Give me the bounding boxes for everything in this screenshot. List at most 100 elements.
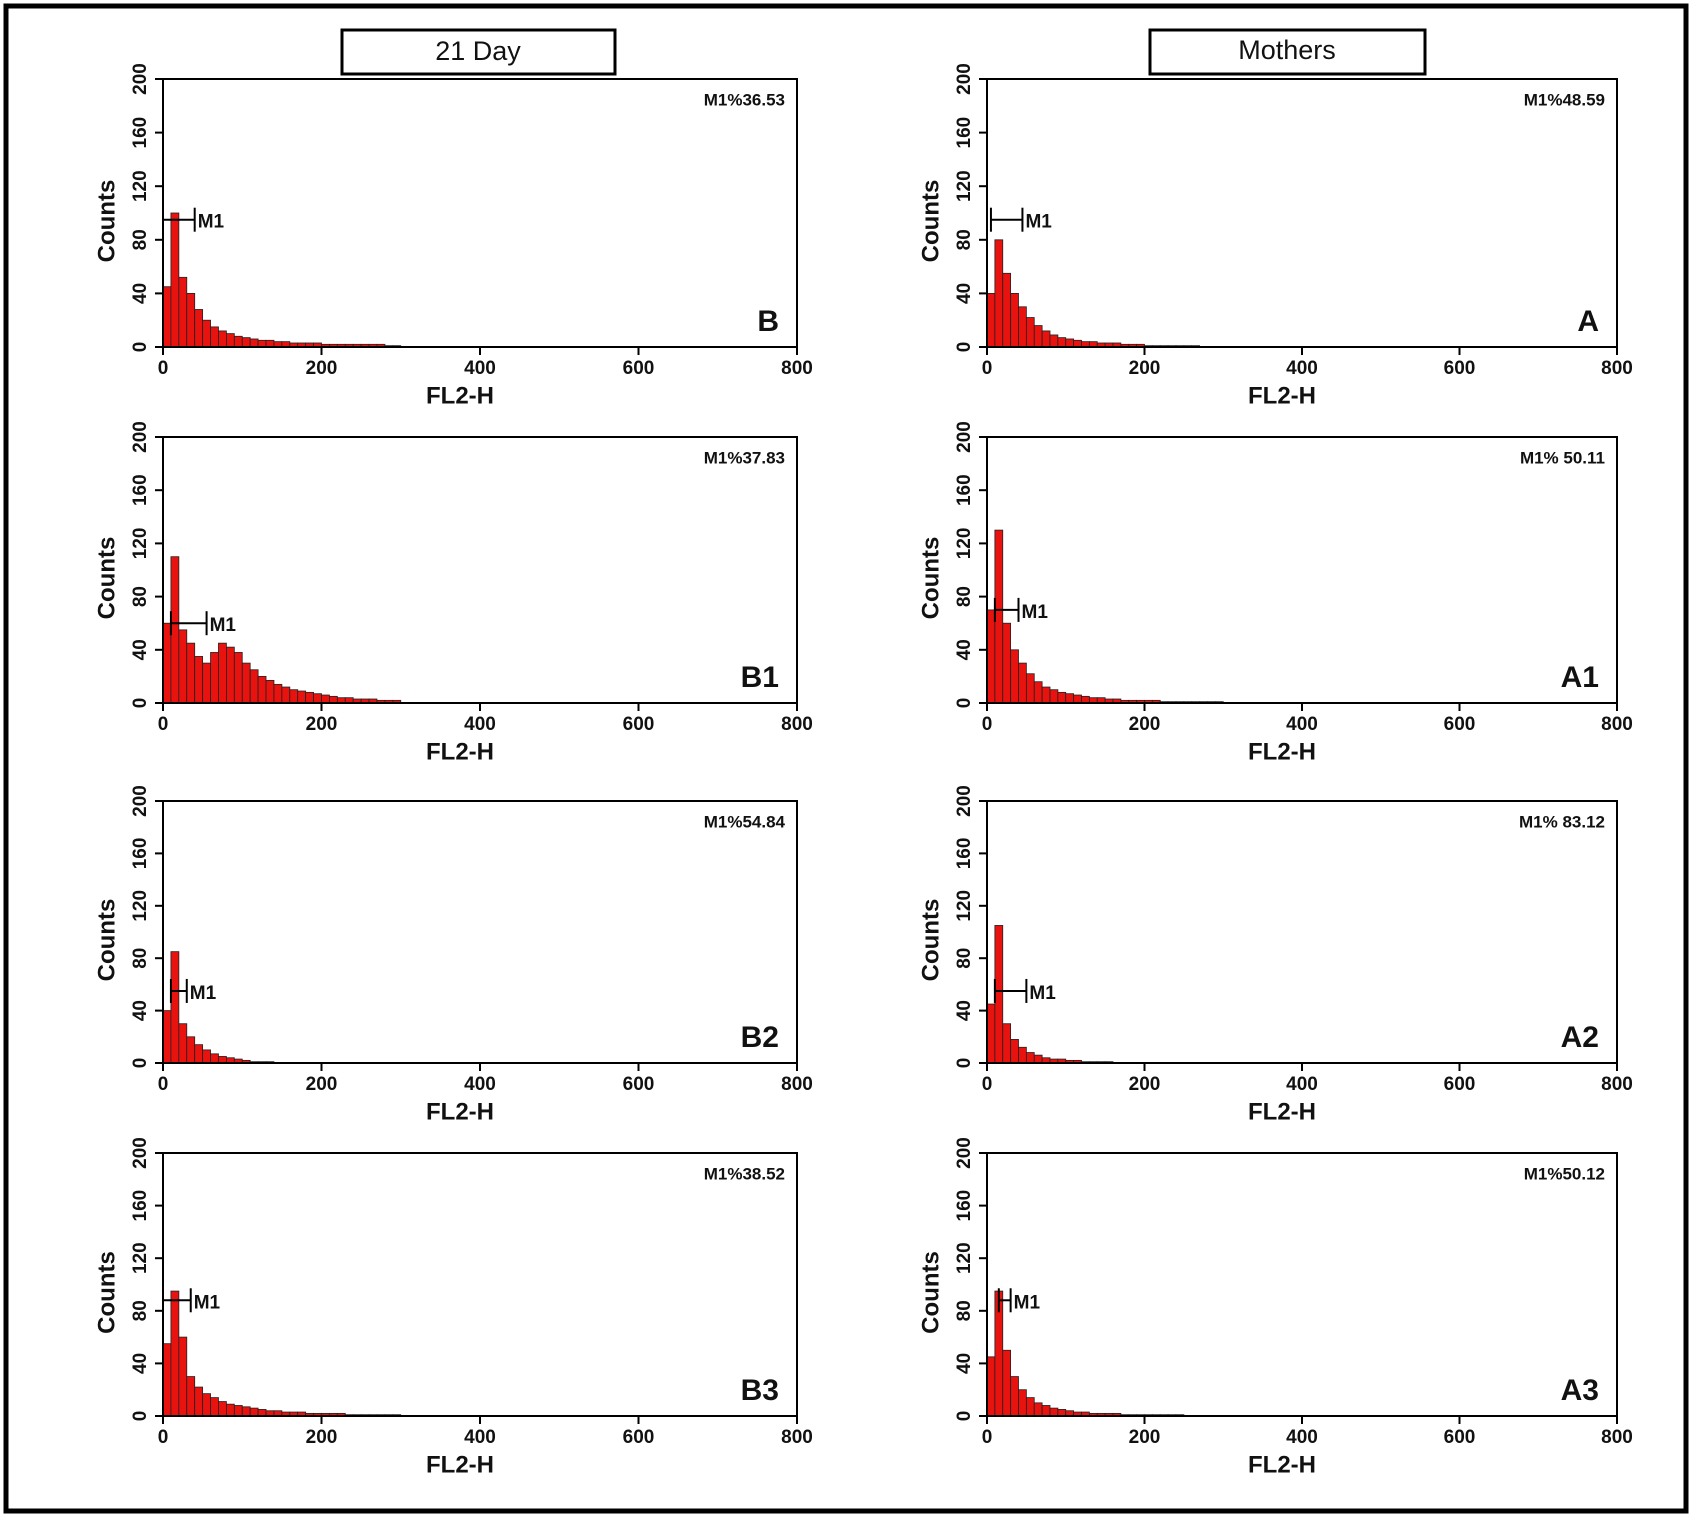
histogram-bar [1025, 317, 1035, 348]
histogram-bar [1033, 1402, 1043, 1417]
plot-frame [162, 436, 798, 704]
y-tick-label: 120 [130, 890, 151, 922]
y-tick-label: 40 [130, 1000, 151, 1021]
histogram-bar [1065, 693, 1075, 704]
histogram-bar [202, 1393, 211, 1417]
histogram-bar [241, 662, 251, 704]
y-tick-label: 200 [954, 785, 975, 817]
histogram-bar [1010, 1376, 1019, 1417]
histogram-bar [202, 319, 211, 348]
panel-label: B3 [741, 1374, 779, 1407]
y-tick-label: 200 [954, 421, 975, 453]
histogram-bar [1073, 694, 1082, 704]
y-tick-label: 160 [130, 838, 151, 870]
x-tick-label: 200 [306, 358, 338, 379]
histogram-bar [257, 676, 267, 704]
y-tick-label: 0 [130, 698, 151, 709]
y-tick-label: 200 [130, 63, 151, 95]
y-tick-label: 0 [954, 698, 975, 709]
y-tick-label: 200 [130, 1137, 151, 1169]
y-tick-label: 200 [130, 421, 151, 453]
panel-label: A3 [1561, 1374, 1599, 1407]
histogram-bar [1041, 330, 1051, 348]
y-tick-label: 200 [954, 1137, 975, 1169]
histogram-bar [233, 335, 243, 348]
histogram-bar [249, 669, 259, 704]
y-tick-label: 160 [954, 117, 975, 149]
y-tick-label: 40 [954, 1000, 975, 1021]
x-tick-label: 400 [1286, 358, 1318, 379]
y-axis-label: Counts [93, 537, 120, 620]
annotation: M1%48.59 [1524, 90, 1605, 109]
histogram-bar [1057, 337, 1067, 348]
histogram-bar [1049, 334, 1059, 348]
histogram-bar [170, 212, 180, 348]
y-tick-label: 0 [954, 1058, 975, 1069]
panel-label: A2 [1561, 1021, 1599, 1054]
histogram-bar [1065, 338, 1075, 348]
marker-label: M1 [198, 212, 225, 233]
x-tick-label: 200 [1129, 358, 1161, 379]
histogram-bar [178, 1023, 188, 1064]
x-tick-label: 0 [982, 358, 993, 379]
marker-label: M1 [190, 983, 217, 1004]
histogram-bar [170, 556, 180, 704]
y-tick-label: 80 [130, 229, 151, 250]
x-tick-label: 800 [781, 714, 813, 735]
histogram-bar [178, 276, 188, 348]
histogram-bar [986, 292, 996, 348]
y-tick-label: 160 [954, 838, 975, 870]
x-tick-label: 800 [781, 1427, 813, 1448]
marker-label: M1 [210, 615, 237, 636]
plot-frame [162, 1152, 798, 1417]
x-tick-label: 0 [982, 714, 993, 735]
y-tick-label: 120 [130, 528, 151, 560]
y-tick-label: 120 [954, 528, 975, 560]
frame [3, 3, 1689, 1514]
x-tick-label: 800 [1601, 714, 1633, 735]
y-tick-label: 0 [130, 1058, 151, 1069]
x-axis-label: FL2-H [426, 1451, 494, 1478]
x-tick-label: 0 [158, 1427, 169, 1448]
histogram-bar [1033, 1054, 1043, 1064]
header-box [340, 28, 617, 76]
histogram-bar [194, 309, 204, 348]
histogram-bar [210, 652, 219, 704]
histogram-bar [313, 693, 322, 704]
panel-label: A [1577, 305, 1599, 338]
histogram-bar [273, 683, 283, 704]
x-tick-label: 0 [982, 1427, 993, 1448]
y-tick-label: 80 [954, 229, 975, 250]
x-tick-label: 200 [1129, 1074, 1161, 1095]
histogram-bar [1010, 1039, 1019, 1064]
y-tick-label: 160 [130, 117, 151, 149]
x-axis-label: FL2-H [426, 738, 494, 765]
y-tick-label: 40 [954, 283, 975, 304]
y-tick-label: 120 [130, 170, 151, 202]
histogram-bar [218, 642, 227, 704]
x-tick-label: 600 [1444, 358, 1476, 379]
panel-label: B [757, 305, 779, 338]
histogram-bar [1049, 1407, 1059, 1417]
y-tick-label: 80 [130, 948, 151, 969]
y-tick-label: 120 [954, 890, 975, 922]
x-tick-label: 0 [982, 1074, 993, 1095]
histogram-bar [986, 609, 996, 704]
histogram-bar [249, 1407, 259, 1417]
annotation: M1%50.12 [1524, 1164, 1605, 1183]
histogram-bar [1041, 1405, 1051, 1417]
y-axis-label: Counts [917, 899, 944, 982]
histogram-bar [1002, 272, 1012, 348]
y-axis-label: Counts [917, 537, 944, 620]
y-axis-label: Counts [917, 180, 944, 263]
histogram-bar [1049, 689, 1059, 704]
histogram-bar [170, 1290, 180, 1417]
x-tick-label: 600 [1444, 714, 1476, 735]
x-tick-label: 800 [781, 1074, 813, 1095]
x-tick-label: 400 [464, 1427, 496, 1448]
y-tick-label: 40 [954, 1353, 975, 1374]
histogram-bar [186, 1376, 196, 1417]
x-tick-label: 0 [158, 714, 169, 735]
histogram-bar [1025, 673, 1035, 704]
